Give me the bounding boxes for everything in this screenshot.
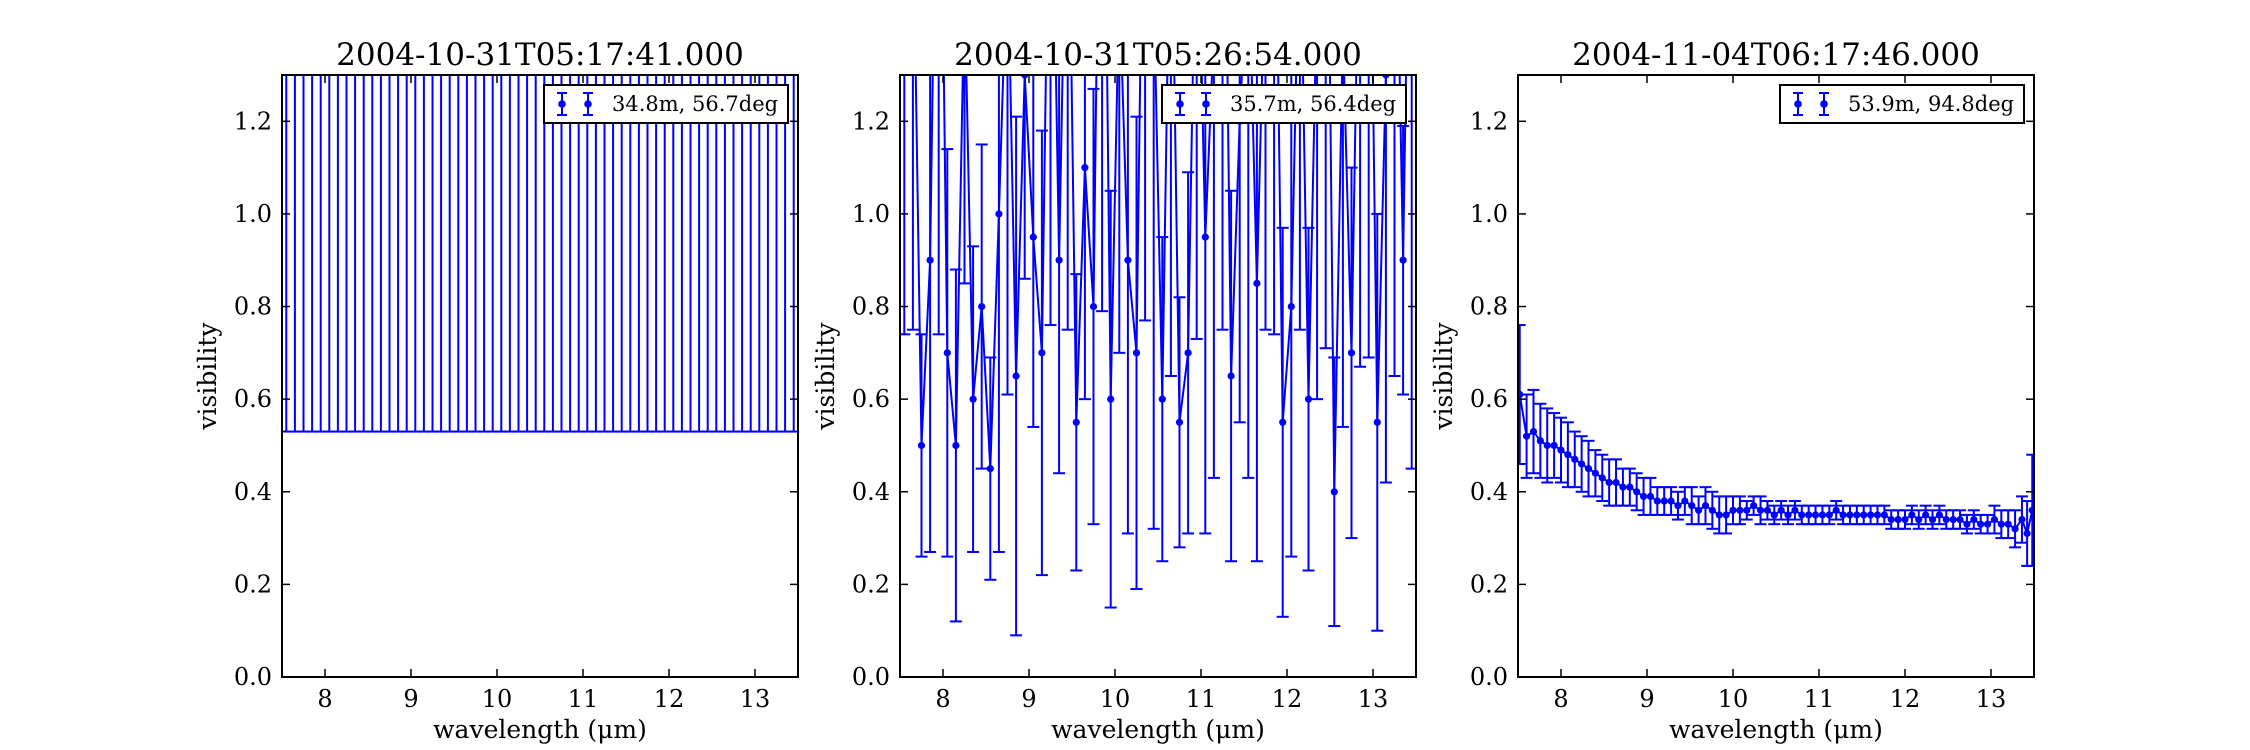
- legend-marker: [1794, 100, 1802, 108]
- y-tick-label: 0.6: [1470, 385, 1508, 413]
- panel-3: 2004-11-04T06:17:46.000 8 9 10 11 12 13 0.0 0.2 0…: [1429, 37, 2035, 744]
- axes-frame: [1517, 74, 2035, 678]
- panel-title: 2004-10-31T05:17:41.000: [336, 37, 744, 73]
- legend-label: 35.7m, 56.4deg: [1230, 92, 1396, 116]
- legend-label: 53.9m, 94.8deg: [1848, 92, 2014, 116]
- panel-title: 2004-11-04T06:17:46.000: [1572, 37, 1980, 73]
- x-tick-label: 11: [1186, 685, 1217, 713]
- legend: 35.7m, 56.4deg: [1161, 84, 1407, 124]
- y-tick-label: 0.4: [1470, 478, 1508, 506]
- y-tick-label: 1.0: [234, 200, 272, 228]
- x-tick-label: 9: [1639, 685, 1654, 713]
- x-tick-label: 13: [1976, 685, 2007, 713]
- legend: 34.8m, 56.7deg: [543, 84, 789, 124]
- x-tick-label: 13: [740, 685, 771, 713]
- x-tick-label: 12: [654, 685, 685, 713]
- y-axis-label: visibility: [193, 322, 222, 431]
- y-tick-label: 0.8: [1470, 293, 1508, 321]
- x-tick-label: 10: [482, 685, 513, 713]
- legend: 53.9m, 94.8deg: [1779, 84, 2025, 124]
- panel-1: 2004-10-31T05:17:41.000 8 9 10 11 12 13 0.0 0.2 0…: [193, 37, 799, 744]
- x-tick-label: 8: [317, 685, 332, 713]
- x-tick-label: 11: [568, 685, 599, 713]
- x-tick-label: 10: [1100, 685, 1131, 713]
- x-tick-label: 12: [1272, 685, 1303, 713]
- legend-marker: [1820, 100, 1828, 108]
- y-axis-label: visibility: [811, 322, 840, 431]
- x-axis-label: wavelength (μm): [1669, 715, 1883, 744]
- axes-frame: [281, 74, 799, 678]
- y-tick-label: 1.0: [852, 200, 890, 228]
- y-tick-label: 1.0: [1470, 200, 1508, 228]
- legend-label: 34.8m, 56.7deg: [612, 92, 778, 116]
- y-tick-label: 0.2: [234, 570, 272, 598]
- y-tick-label: 0.0: [234, 663, 272, 691]
- x-tick-label: 13: [1358, 685, 1389, 713]
- x-tick-label: 9: [403, 685, 418, 713]
- x-axis-label: wavelength (μm): [1051, 715, 1265, 744]
- y-tick-label: 0.8: [852, 293, 890, 321]
- panel-title: 2004-10-31T05:26:54.000: [954, 37, 1362, 73]
- y-tick-label: 0.2: [852, 570, 890, 598]
- y-axis-label: visibility: [1429, 322, 1458, 431]
- y-tick-label: 1.2: [852, 107, 890, 135]
- y-tick-label: 0.2: [1470, 570, 1508, 598]
- y-tick-label: 0.4: [852, 478, 890, 506]
- y-tick-label: 0.0: [1470, 663, 1508, 691]
- y-tick-label: 0.0: [852, 663, 890, 691]
- axes-frame: [899, 74, 1417, 678]
- legend-marker: [558, 100, 566, 108]
- y-tick-label: 0.8: [234, 293, 272, 321]
- y-tick-label: 1.2: [1470, 107, 1508, 135]
- x-tick-label: 9: [1021, 685, 1036, 713]
- y-tick-label: 1.2: [234, 107, 272, 135]
- series-line: [914, 75, 1407, 492]
- x-axis-label: wavelength (μm): [433, 715, 647, 744]
- x-tick-label: 10: [1718, 685, 1749, 713]
- legend-marker: [1176, 100, 1184, 108]
- x-tick-label: 11: [1804, 685, 1835, 713]
- x-tick-label: 12: [1890, 685, 1921, 713]
- y-tick-label: 0.6: [852, 385, 890, 413]
- y-tick-label: 0.6: [234, 385, 272, 413]
- panels: 2004-10-31T05:17:41.000 8 9 10 11 12 13 0.0 0.2 0…: [193, 37, 2035, 744]
- x-tick-label: 8: [1553, 685, 1568, 713]
- x-tick-label: 8: [935, 685, 950, 713]
- data-layer: [1518, 324, 2034, 567]
- series-line: [1518, 394, 2034, 537]
- legend-marker: [1202, 100, 1210, 108]
- panel-2: 2004-10-31T05:26:54.000 8 9 10 11 12 13 0.0 0.2 0…: [811, 37, 1417, 744]
- y-tick-label: 0.4: [234, 478, 272, 506]
- legend-marker: [584, 100, 592, 108]
